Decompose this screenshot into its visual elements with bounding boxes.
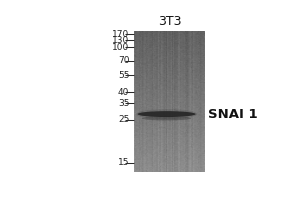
Text: 55: 55 (118, 71, 129, 80)
Text: 70: 70 (118, 56, 129, 65)
Ellipse shape (137, 111, 196, 117)
Text: 40: 40 (118, 88, 129, 97)
Ellipse shape (142, 116, 191, 120)
Text: 130: 130 (112, 36, 129, 45)
Text: 35: 35 (118, 99, 129, 108)
Text: 3T3: 3T3 (158, 15, 181, 28)
Text: 15: 15 (118, 158, 129, 167)
Ellipse shape (136, 109, 197, 119)
Text: SNAI 1: SNAI 1 (208, 108, 258, 121)
Text: 170: 170 (112, 30, 129, 39)
Text: 25: 25 (118, 115, 129, 124)
Text: 100: 100 (112, 43, 129, 52)
